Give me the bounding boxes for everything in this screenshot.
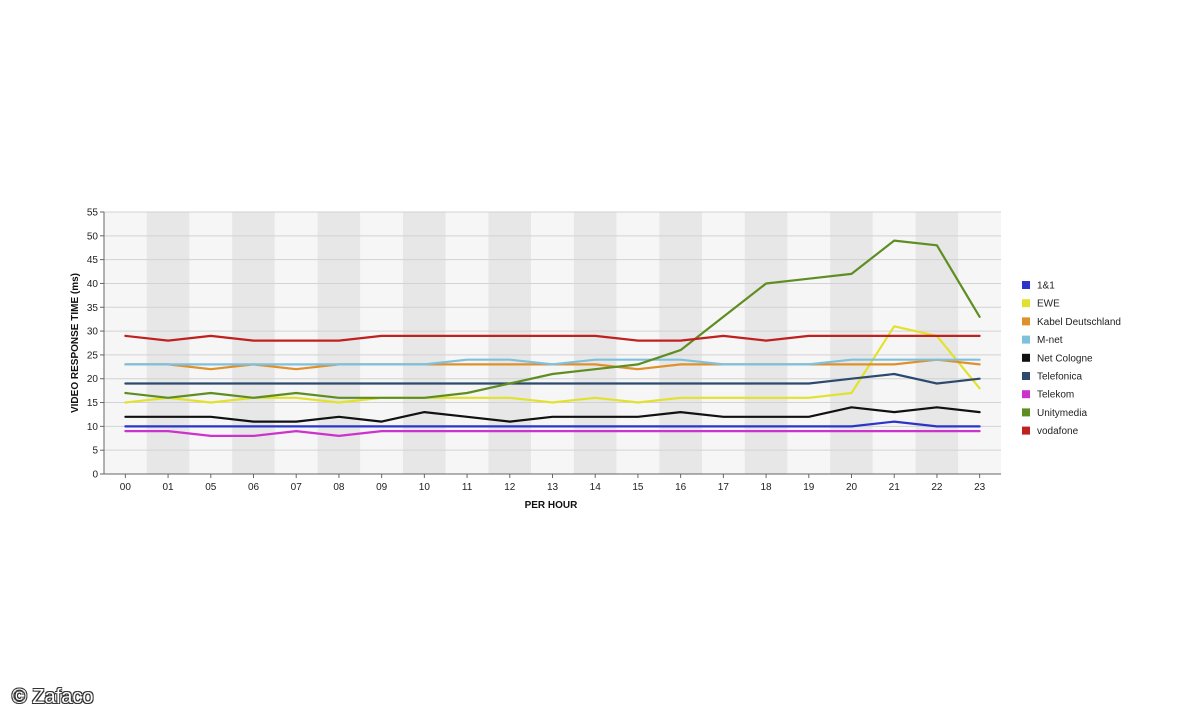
plot-background-bands [104, 212, 1001, 474]
x-tick-label: 22 [931, 482, 943, 493]
x-axis-title: PER HOUR [525, 500, 579, 511]
legend-label: Kabel Deutschland [1037, 317, 1121, 328]
y-tick-label: 30 [87, 327, 99, 338]
x-tick-label: 05 [205, 482, 217, 493]
series-line [124, 430, 981, 437]
x-tick-label: 19 [803, 482, 815, 493]
series-line [124, 239, 981, 399]
legend-label: M-net [1037, 335, 1063, 346]
x-tick-label: 20 [846, 482, 858, 493]
legend-label: 1&1 [1037, 281, 1055, 292]
x-tick-label: 15 [632, 482, 644, 493]
series-line [124, 406, 981, 423]
y-tick-label: 5 [92, 446, 98, 457]
legend-swatch [1022, 390, 1030, 399]
plot-band [104, 212, 147, 474]
x-tick-label: 09 [376, 482, 388, 493]
x-tick-label: 13 [547, 482, 559, 493]
legend-swatch [1022, 335, 1030, 344]
y-tick-label: 35 [87, 303, 99, 314]
plot-band [616, 212, 660, 474]
plot-band [787, 212, 831, 474]
plot-band [488, 212, 532, 474]
plot-band [702, 212, 745, 474]
x-tick-label: 16 [675, 482, 687, 493]
x-tick-label: 17 [718, 482, 730, 493]
legend-label: vodafone [1037, 426, 1079, 437]
y-tick-label: 55 [87, 208, 99, 219]
legend-swatch [1022, 299, 1030, 308]
plot-band [146, 212, 190, 474]
y-axis-ticks: 0 5 10 15 20 25 30 35 40 45 50 55 [87, 208, 104, 481]
plot-band [573, 212, 617, 474]
x-tick-label: 23 [974, 482, 986, 493]
y-tick-label: 10 [87, 422, 99, 433]
y-tick-label: 0 [92, 470, 98, 481]
x-tick-label: 01 [163, 482, 175, 493]
plot-band [232, 212, 275, 474]
y-tick-label: 40 [87, 279, 99, 290]
series-line [124, 325, 981, 404]
y-tick-label: 20 [87, 374, 99, 385]
series-line [124, 420, 981, 428]
legend-swatch [1022, 426, 1030, 435]
y-tick-label: 45 [87, 255, 99, 266]
x-tick-label: 12 [504, 482, 516, 493]
plot-band [744, 212, 788, 474]
legend-label: Unitymedia [1037, 408, 1087, 419]
y-tick-label: 25 [87, 350, 99, 361]
plot-band [830, 212, 873, 474]
x-tick-label: 10 [419, 482, 431, 493]
x-tick-label: 06 [248, 482, 260, 493]
plot-band [403, 212, 446, 474]
plot-band [189, 212, 233, 474]
plot-band [659, 212, 702, 474]
x-axis-ticks: 00 01 05 06 07 08 09 10 11 12 13 14 15 16 17 18 19 20 21 22… [120, 474, 986, 493]
series-line [124, 358, 981, 366]
legend-swatch [1022, 372, 1030, 380]
x-tick-label: 11 [462, 482, 473, 493]
legend-label: Telekom [1037, 390, 1074, 401]
x-tick-label: 07 [291, 482, 303, 493]
legend: 1&1 EWE Kabel Deutschland M-net Net Cologne T… [1022, 281, 1121, 437]
legend-label: Net Cologne [1037, 353, 1093, 364]
copyright-watermark: © Zafaco [12, 686, 94, 708]
plot-band [317, 212, 361, 474]
legend-swatch [1022, 353, 1030, 362]
y-axis-title: VIDEO RESPONSE TIME (ms) [70, 273, 81, 413]
plot-band [915, 212, 959, 474]
legend-label: Telefonica [1037, 372, 1082, 383]
legend-swatch [1022, 408, 1030, 417]
y-tick-label: 15 [87, 398, 99, 409]
series-line [124, 334, 981, 342]
x-tick-label: 21 [889, 482, 901, 493]
legend-swatch [1022, 317, 1030, 326]
plot-band [445, 212, 489, 474]
plot-band [531, 212, 574, 474]
legend-swatch [1022, 281, 1030, 289]
y-tick-label: 50 [87, 231, 99, 242]
plot-band [360, 212, 403, 474]
x-tick-label: 18 [761, 482, 773, 493]
legend-label: EWE [1037, 299, 1060, 310]
plot-band [274, 212, 318, 474]
x-tick-label: 08 [333, 482, 345, 493]
x-tick-label: 14 [590, 482, 602, 493]
series-line [124, 372, 981, 385]
plot-band [958, 212, 1001, 474]
series-lines [124, 239, 981, 437]
x-tick-label: 00 [120, 482, 132, 493]
